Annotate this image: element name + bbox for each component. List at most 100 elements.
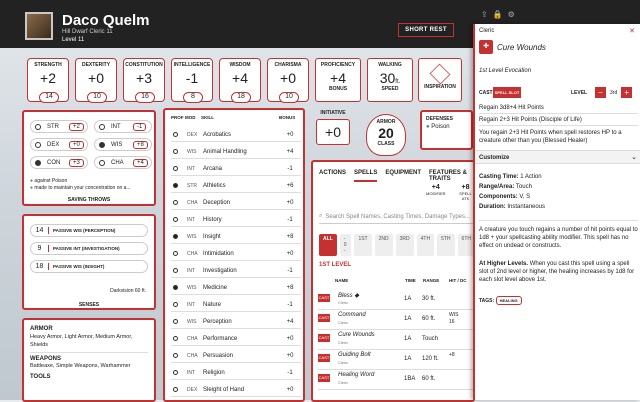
spell-range: 60 ft. — [422, 376, 436, 382]
ability-charisma[interactable]: CHARISMA +0 10 — [267, 58, 309, 103]
armor-class-shield[interactable]: ARMOR 20 CLASS — [366, 114, 406, 156]
skill-row[interactable]: INT Arcana -1 — [171, 162, 301, 176]
spell-row[interactable]: CAST Healing Word Cleric 1BA 60 ft. — [318, 370, 473, 390]
proficiency-label: PROFICIENCY — [320, 62, 356, 68]
skill-row[interactable]: CHA Deception +0 — [171, 196, 301, 210]
skill-row[interactable]: CHA Performance +0 — [171, 332, 301, 346]
ability-score: 14 — [39, 92, 59, 103]
ability-strength[interactable]: STRENGTH +2 14 — [27, 58, 69, 103]
ability-wisdom[interactable]: WISDOM +4 18 — [219, 58, 261, 103]
spell-name: Command — [338, 312, 366, 318]
save-name: DEX — [47, 141, 60, 148]
spell-level-filter-item[interactable]: 2ND — [374, 234, 393, 256]
skill-row[interactable]: INT Religion -1 — [171, 366, 301, 380]
spell-search-input[interactable]: Search Spell Names, Casting Times, Damag… — [325, 213, 470, 220]
close-icon[interactable]: ✕ — [629, 28, 635, 35]
tab-actions[interactable]: ACTIONS — [319, 170, 346, 176]
cast-button[interactable]: CAST — [318, 374, 330, 382]
spell-level-filter-item[interactable]: 5TH — [437, 234, 455, 256]
spell-level-filter-item[interactable]: 3RD — [395, 234, 414, 256]
save-dex[interactable]: DEX +0 — [30, 138, 88, 151]
sense-label: PASSIVE WIS (INSIGHT) — [53, 264, 105, 269]
skill-row[interactable]: INT History -1 — [171, 213, 301, 227]
ability-constitution[interactable]: CONSTITUTION +3 16 — [123, 58, 165, 103]
cast-spell-slot-button[interactable]: SPELL SLOT — [493, 87, 521, 98]
cast-button[interactable]: CAST — [318, 354, 330, 362]
tab-features[interactable]: FEATURES & TRAITS — [429, 170, 467, 182]
spell-search[interactable]: ⌕ Search Spell Names, Casting Times, Dama… — [319, 210, 474, 224]
spell-school-icon: ✚ — [479, 40, 493, 54]
level-increase-button[interactable]: + — [621, 87, 633, 98]
save-str[interactable]: STR +2 — [30, 120, 88, 133]
skill-name: Nature — [203, 301, 222, 308]
spell-level-filter-item[interactable]: 6TH — [457, 234, 475, 256]
ability-modifier: -1 — [185, 70, 199, 86]
spell-class: Cleric — [338, 380, 349, 385]
save-name: CHA — [111, 159, 124, 166]
save-cha[interactable]: CHA +4 — [94, 156, 152, 169]
skill-row[interactable]: DEX Sleight of Hand +0 — [171, 383, 301, 397]
avatar[interactable] — [25, 12, 53, 40]
ability-label: DEXTERITY — [81, 62, 111, 68]
skill-row[interactable]: INT Investigation -1 — [171, 264, 301, 278]
spell-description: A creature you touch regains a number of… — [479, 220, 638, 250]
proficiency-dot — [173, 200, 178, 205]
tab-equipment[interactable]: EQUIPMENT — [385, 170, 422, 176]
skill-bonus: -1 — [287, 165, 293, 172]
regain-1: Regain 3d8+4 Hit Points — [479, 105, 638, 114]
tag-healing[interactable]: HEALING — [495, 296, 522, 305]
customize-row[interactable]: Customize ⌄ — [475, 150, 640, 164]
spell-level-filter-item[interactable]: ALL — [319, 234, 337, 256]
chevron-down-icon[interactable]: ⌄ — [631, 154, 637, 161]
spell-row[interactable]: CAST Guiding Bolt Cleric 1A 120 ft. +8 — [318, 350, 473, 370]
skill-bonus: +0 — [286, 335, 294, 342]
skill-row[interactable]: DEX Acrobatics +0 — [171, 128, 301, 142]
skill-row[interactable]: WIS Insight +8 — [171, 230, 301, 244]
proficiency-dot — [173, 132, 178, 137]
armor-prof: Heavy Armor, Light Armor, Medium Armor, … — [30, 334, 133, 348]
settings-icon[interactable]: ⚙ — [507, 10, 515, 19]
tab-spells[interactable]: SPELLS — [354, 170, 378, 182]
speed-sub: SPEED — [381, 86, 399, 92]
short-rest-button[interactable]: SHORT REST — [398, 23, 454, 37]
ability-dexterity[interactable]: DEXTERITY +0 10 — [75, 58, 117, 103]
skill-row[interactable]: WIS Animal Handling +4 — [171, 145, 301, 159]
share-icon[interactable]: ⇪ — [481, 10, 488, 19]
spell-hit-dc: WIS 16 — [449, 312, 459, 325]
spell-name: Healing Word — [338, 372, 375, 378]
spell-row[interactable]: CAST Command Cleric 1A 60 ft. WIS 16 — [318, 310, 473, 330]
ability-intelligence[interactable]: INTELLIGENCE -1 8 — [171, 58, 213, 103]
spell-row[interactable]: CAST Bless ◆ Cleric 1A 30 ft. — [318, 290, 473, 310]
save-wis[interactable]: WIS +8 — [94, 138, 152, 151]
lock-icon[interactable]: 🔒 — [492, 10, 503, 19]
spell-level-filter-item[interactable]: - 0 - — [339, 234, 352, 256]
armor-value: 20 — [378, 125, 394, 141]
initiative-box[interactable]: INITIATIVE +0 — [313, 110, 353, 150]
saving-throws-panel: STR +2 INT -1 DEX +0 WIS +8 CON +3 CHA +4 ● against… — [22, 110, 156, 206]
ability-label: CHARISMA — [274, 62, 302, 68]
spell-level-filter-item[interactable]: 4TH — [416, 234, 435, 256]
spell-row[interactable]: CAST Cure Wounds Cleric 1A Touch — [318, 330, 473, 350]
level-decrease-button[interactable]: − — [595, 87, 606, 98]
cast-button[interactable]: CAST — [318, 294, 330, 302]
proficiency-dot — [173, 251, 178, 256]
character-name[interactable]: Daco Quelm — [62, 12, 150, 29]
sense-row: 18 PASSIVE WIS (INSIGHT) — [30, 260, 148, 273]
skill-mod: CHA — [187, 250, 198, 257]
skill-bonus: +0 — [286, 131, 294, 138]
save-con[interactable]: CON +3 — [30, 156, 88, 169]
skill-row[interactable]: WIS Medicine +8 — [171, 281, 301, 295]
skill-row[interactable]: INT Nature -1 — [171, 298, 301, 312]
save-int[interactable]: INT -1 — [94, 120, 152, 133]
inspiration-box[interactable]: INSPIRATION — [418, 58, 462, 102]
skill-row[interactable]: STR Athletics +6 — [171, 179, 301, 193]
cast-button[interactable]: CAST — [318, 314, 330, 322]
inspiration-icon[interactable] — [429, 63, 451, 85]
sense-value: 9 — [31, 245, 49, 252]
skill-row[interactable]: WIS Perception +4 — [171, 315, 301, 329]
cast-button[interactable]: CAST — [318, 334, 330, 342]
spell-attack: +8 SPELL ATK — [459, 184, 472, 201]
spell-level-filter-item[interactable]: 1ST — [354, 234, 372, 256]
skill-row[interactable]: CHA Intimidation +0 — [171, 247, 301, 261]
skill-row[interactable]: CHA Persuasion +0 — [171, 349, 301, 363]
